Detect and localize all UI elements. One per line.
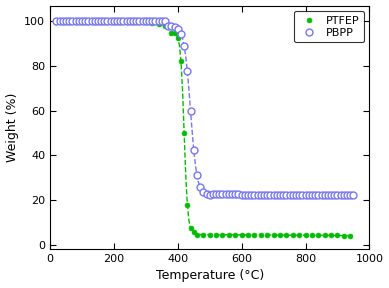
PBPP <box>278 193 282 196</box>
PTFEP <box>156 22 161 26</box>
PBPP <box>169 24 174 28</box>
X-axis label: Temperature (°C): Temperature (°C) <box>156 270 264 283</box>
PTFEP <box>150 21 154 24</box>
PTFEP <box>258 233 263 237</box>
PBPP <box>351 194 356 197</box>
Line: PTFEP: PTFEP <box>54 20 353 238</box>
PBPP <box>179 32 183 35</box>
Y-axis label: Weight (%): Weight (%) <box>5 93 19 162</box>
PBPP <box>105 20 110 23</box>
Legend: PTFEP, PBPP: PTFEP, PBPP <box>294 11 364 42</box>
PTFEP <box>342 234 346 237</box>
PTFEP <box>54 20 59 24</box>
Line: PBPP: PBPP <box>53 18 357 199</box>
PTFEP <box>348 234 352 237</box>
PBPP <box>131 20 135 23</box>
PTFEP <box>124 20 129 24</box>
PTFEP <box>239 233 244 236</box>
PBPP <box>233 193 238 196</box>
PBPP <box>54 20 59 23</box>
